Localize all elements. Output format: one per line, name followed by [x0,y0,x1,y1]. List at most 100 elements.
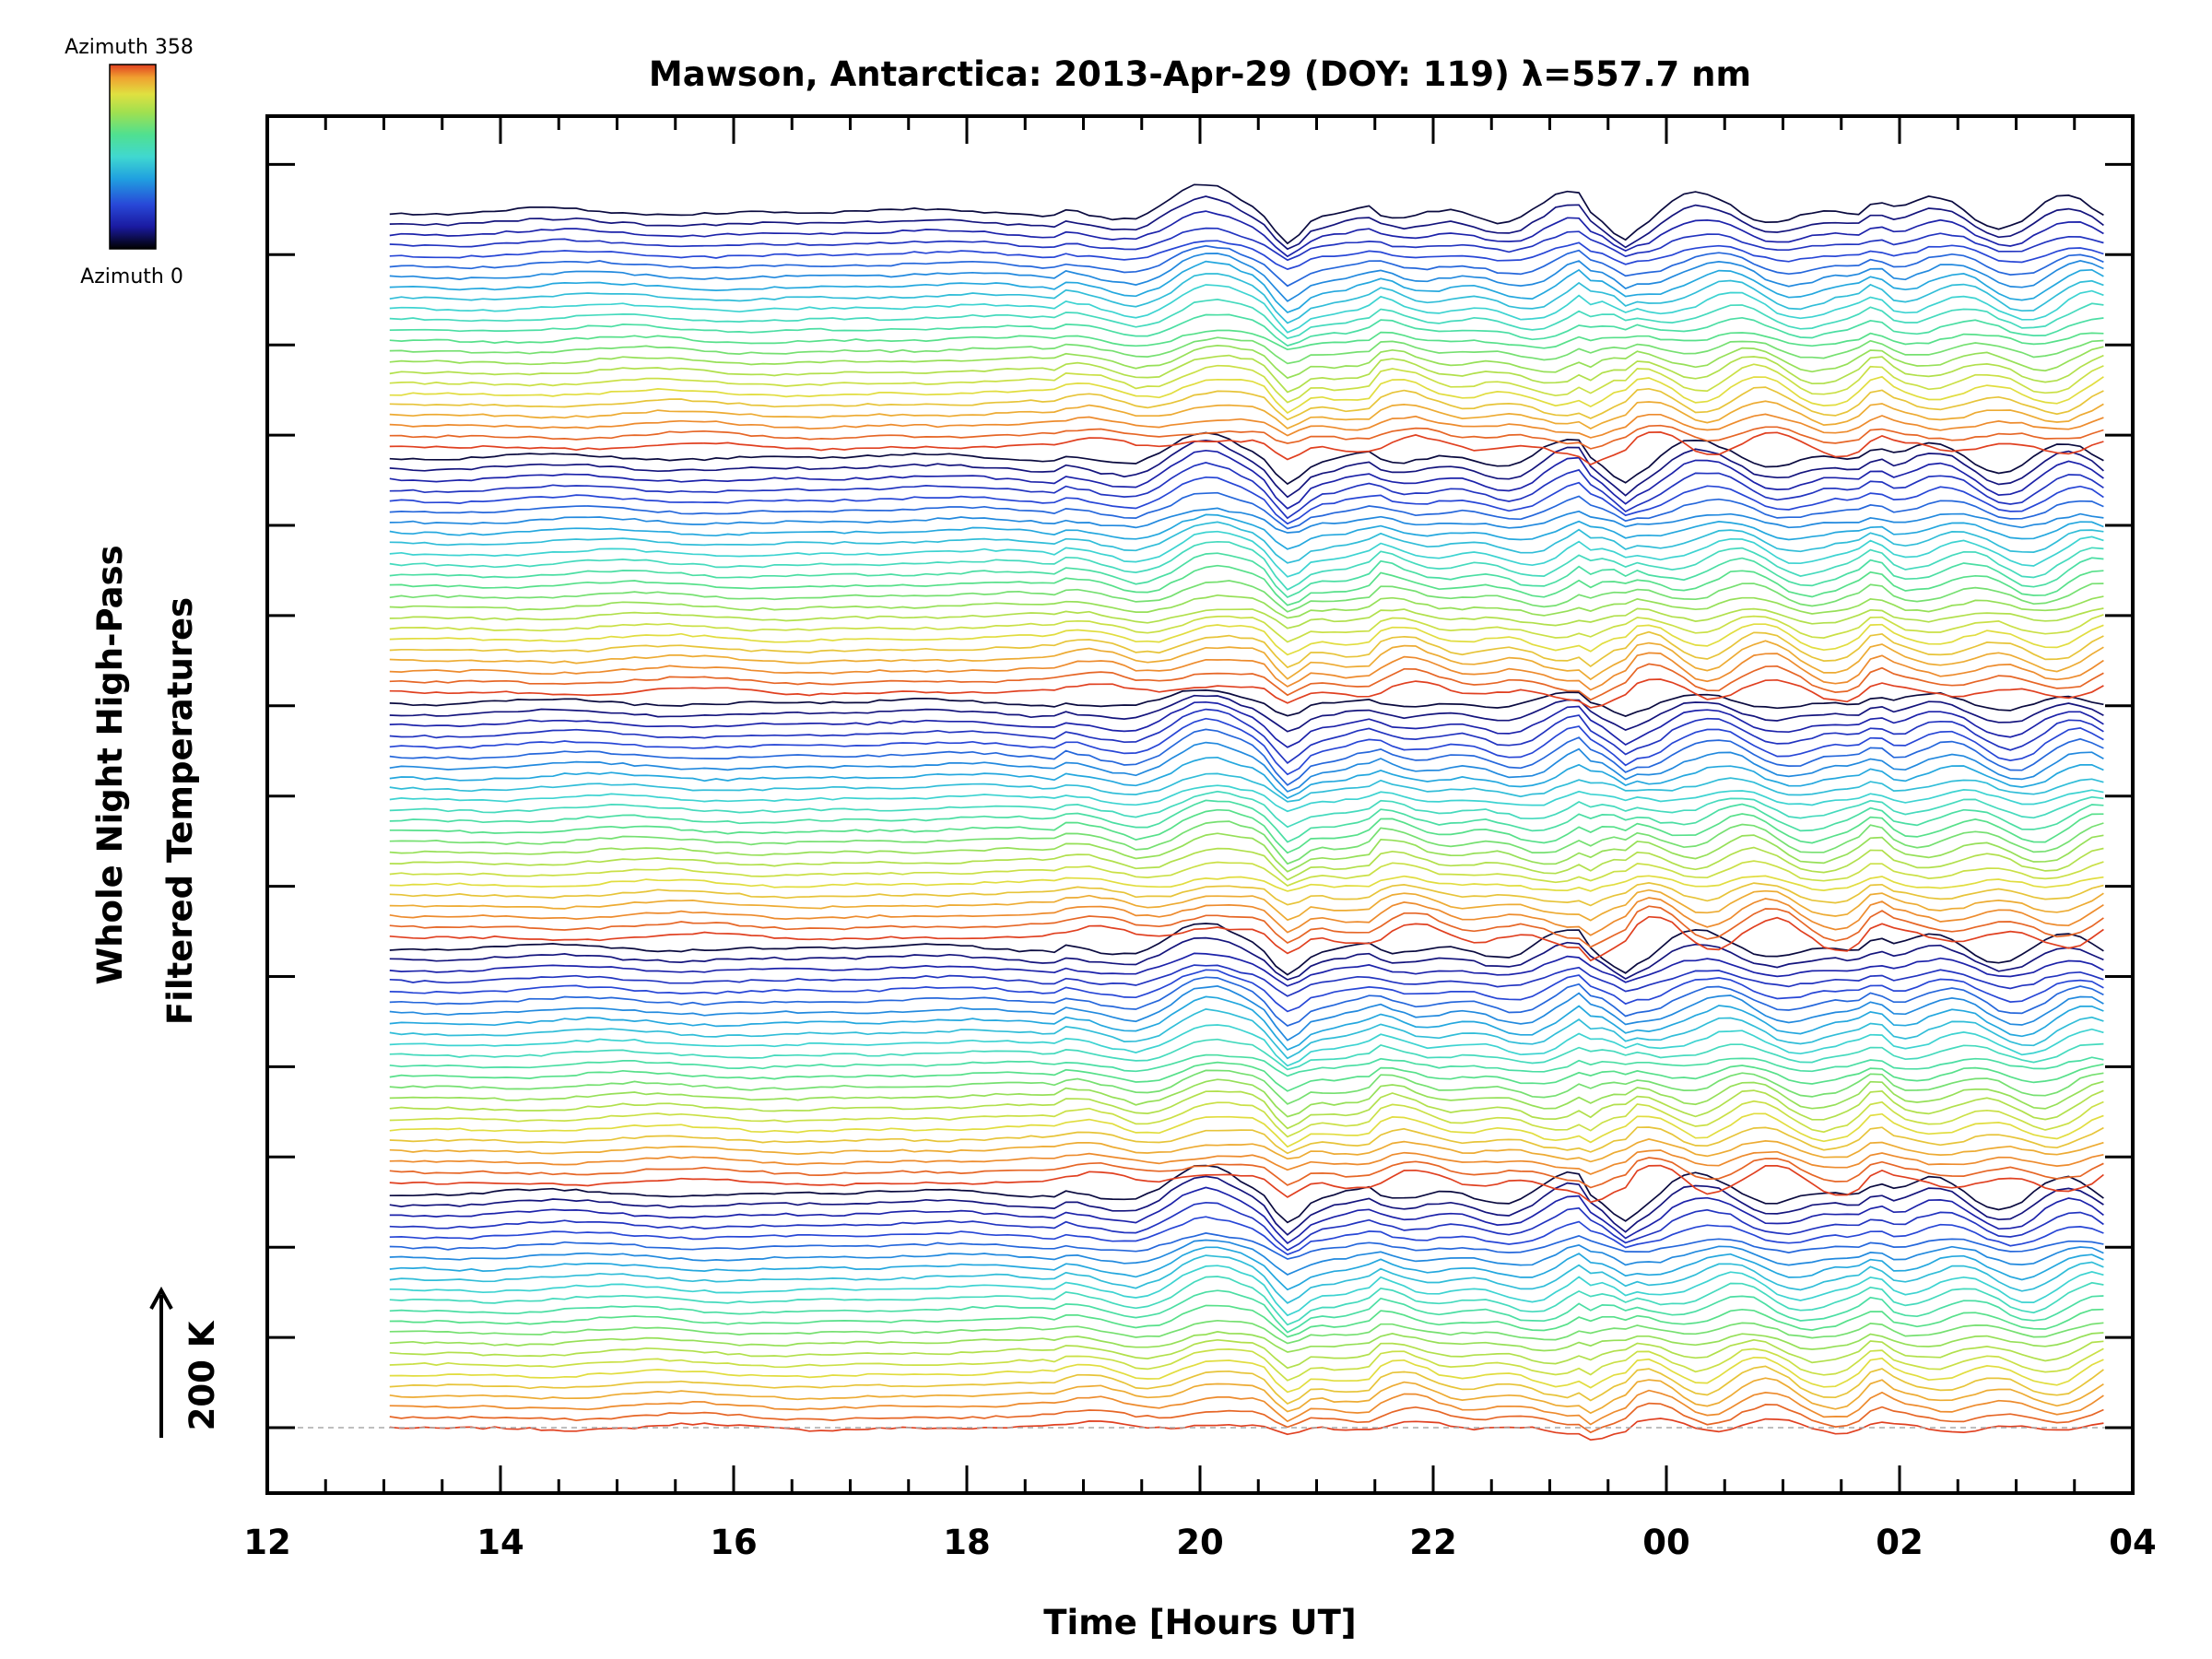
scale-bar: 200 K [149,1286,222,1438]
temperature-trace [389,513,2104,550]
temperature-trace [389,345,2104,380]
temperature-trace [389,846,2104,881]
colorbar: Azimuth 358 Azimuth 0 [65,36,194,288]
temperature-trace [389,386,2104,421]
temperature-trace [389,1061,2104,1092]
x-tick-label: 04 [2109,1523,2157,1562]
temperature-trace [389,400,2104,429]
temperature-trace [389,1365,2104,1406]
x-tick-label: 12 [243,1523,291,1562]
temperature-trace [389,1356,2104,1394]
temperature-trace [389,640,2104,681]
temperature-trace [389,375,2104,415]
temperature-trace [389,663,2104,701]
temperature-trace [389,888,2104,922]
temperature-trace [389,240,2104,271]
xlabel: Time [Hours UT] [1043,1603,1356,1642]
temperature-trace [389,985,2104,1041]
temperature-trace [389,995,2104,1052]
ylabel-line2: Filtered Temperatures [160,597,200,1025]
temperature-trace [389,244,2104,288]
temperature-trace [389,1024,2104,1067]
temperature-trace [389,1164,2104,1204]
temperature-trace [389,1186,2104,1244]
temperature-trace [389,1389,2104,1426]
x-tick-label: 16 [710,1523,758,1562]
temperature-trace [389,678,2104,709]
temperature-trace [389,1338,2104,1370]
temperature-trace [389,728,2104,786]
temperature-trace [389,1402,2104,1434]
temperature-trace [389,462,2104,520]
temperature-trace [389,820,2104,865]
temperature-trace [389,936,2104,981]
x-tick-label: 02 [1876,1523,1924,1562]
temperature-trace [389,905,2104,948]
x-tick-label: 00 [1642,1523,1690,1562]
temperature-trace [389,882,2104,907]
temperature-trace [389,284,2104,334]
temperature-trace [389,564,2104,606]
temperature-trace [389,491,2104,530]
temperature-trace [389,756,2104,799]
temperature-trace [389,790,2104,829]
colorbar-bottom-label: Azimuth 0 [80,265,183,288]
temperature-trace [389,923,2104,976]
temperature-trace [389,1053,2104,1077]
temperature-trace [389,183,2104,245]
temperature-trace [389,799,2104,843]
temperature-trace [389,449,2104,510]
temperature-trace [389,1038,2104,1071]
temperature-trace [389,210,2104,258]
temperature-trace [389,530,2104,578]
temperature-trace [389,614,2104,643]
temperature-trace [389,552,2104,599]
temperature-trace [389,1008,2104,1060]
temperature-trace [389,1126,2104,1155]
temperature-trace [389,607,2104,629]
temperature-trace [389,630,2104,669]
temperature-trace [389,1175,2104,1236]
temperature-trace [389,424,2104,450]
temperature-trace [389,964,2104,997]
temperature-trace [389,540,2104,591]
temperature-trace [389,1100,2104,1138]
scale-bar-label: 200 K [182,1320,222,1430]
temperature-trace [389,1418,2104,1441]
temperature-trace [389,1138,2104,1163]
temperature-trace [389,708,2104,765]
temperature-trace [389,700,2104,748]
temperature-trace [389,897,2104,936]
temperature-trace [389,1089,2104,1130]
temperature-trace [389,313,2104,347]
trace-group [389,183,2104,1441]
temperature-trace [389,1276,2104,1326]
temperature-trace [389,1246,2104,1291]
temperature-trace [389,195,2104,251]
temperature-trace [389,363,2104,404]
temperature-trace [389,969,2104,1013]
temperature-trace [389,1112,2104,1148]
temperature-trace [389,784,2104,813]
temperature-trace [389,1331,2104,1353]
temperature-trace [389,623,2104,656]
temperature-trace [389,741,2104,793]
ylabel-line1: Whole Night High-Pass [90,545,130,984]
temperature-trace [389,1377,2104,1415]
x-tick-label: 18 [943,1523,991,1562]
temperature-trace [389,915,2104,962]
temperature-trace [389,227,2104,262]
temperature-trace [389,1078,2104,1118]
temperature-trace [389,976,2104,1027]
axis-ticks [265,116,2135,1493]
temperature-trace [389,1201,2104,1252]
temperature-trace [389,273,2104,324]
temperature-trace [389,1069,2104,1105]
temperature-trace [389,808,2104,854]
temperature-trace [389,431,2104,465]
temperature-trace [389,1157,2104,1189]
temperature-trace [389,689,2104,718]
temperature-trace [389,336,2104,365]
temperature-trace [389,1304,2104,1338]
